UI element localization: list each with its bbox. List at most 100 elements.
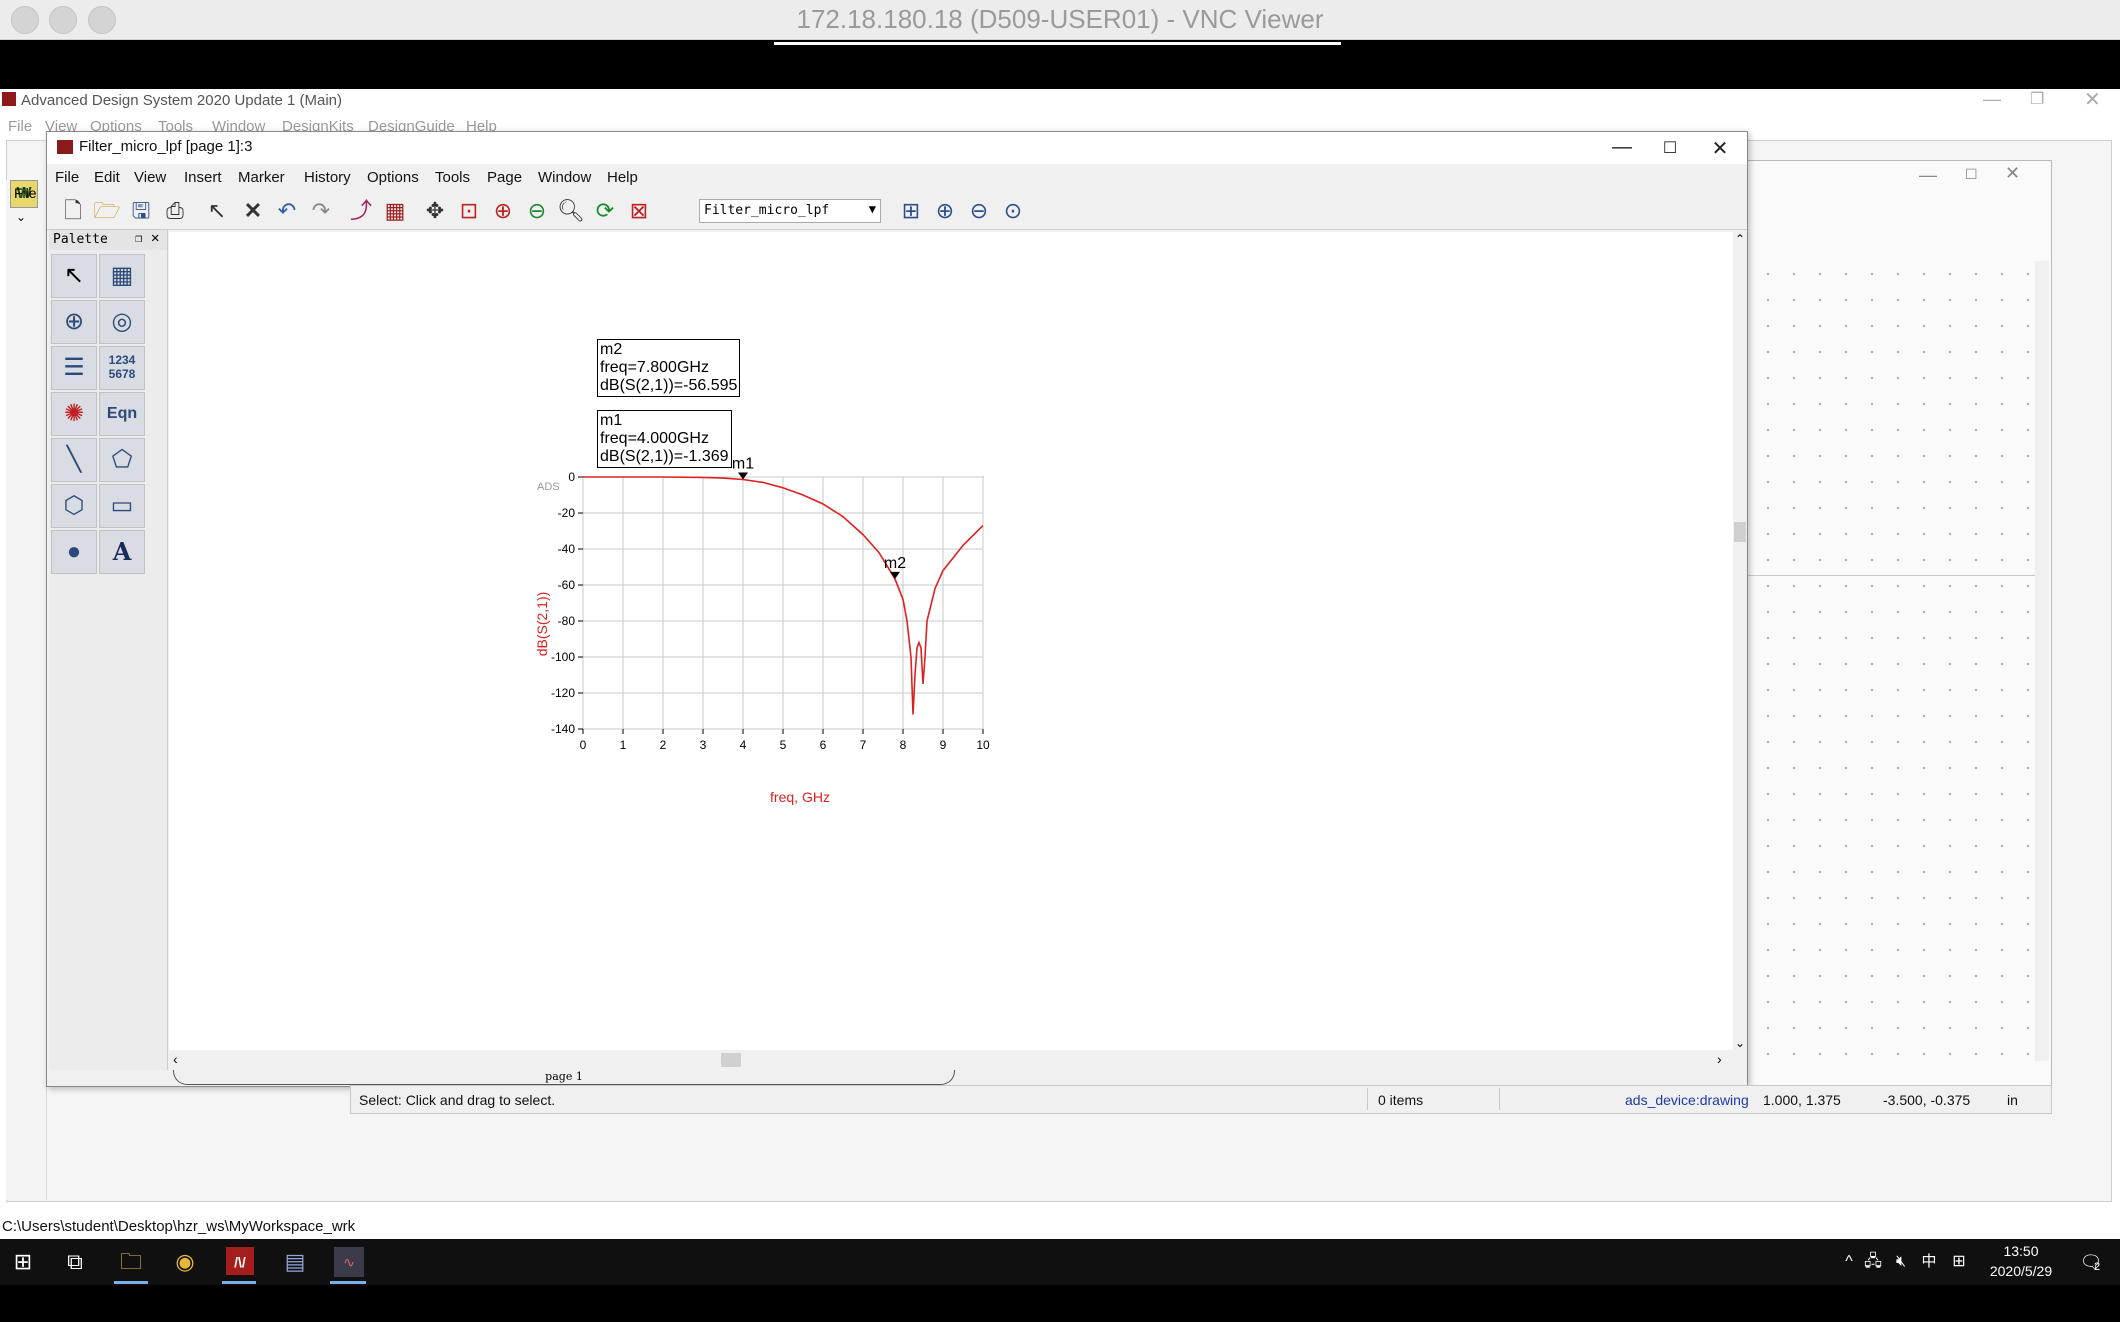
chrome-icon[interactable]: ◉ — [175, 1249, 195, 1274]
zoom-area-icon[interactable]: ⊙ — [1003, 198, 1023, 223]
scroll-right-icon[interactable]: › — [1717, 1051, 1722, 1067]
marker-m1-triangle[interactable] — [738, 472, 748, 480]
taskbar-date[interactable]: 2020/5/29 — [1989, 1263, 2053, 1279]
palette-text-icon[interactable]: A — [99, 530, 145, 574]
palette-close-icon[interactable]: ✕ — [151, 230, 160, 246]
ads-menu-designkits[interactable]: DesignKits — [282, 118, 354, 135]
menu-options[interactable]: Options — [367, 169, 419, 186]
print-icon[interactable]: ⎙ — [166, 198, 184, 223]
canvas-vertical-scrollbar[interactable]: ⌃ ⌄ — [1733, 232, 1747, 1054]
layout-restore-icon[interactable]: ☐ — [1965, 166, 1978, 182]
status-layer[interactable]: ads_device:drawing — [1625, 1092, 1749, 1108]
minimize-window-button[interactable] — [49, 6, 77, 34]
menu-window[interactable]: Window — [538, 169, 592, 186]
menu-insert[interactable]: Insert — [184, 169, 222, 186]
palette-undock-icon[interactable]: ❐ — [135, 231, 143, 245]
palette-antenna-plot-icon[interactable]: ✺ — [51, 392, 97, 436]
menu-help[interactable]: Help — [607, 169, 638, 186]
file-tree-label[interactable]: File — [14, 185, 37, 201]
zoom-in-2x-icon[interactable]: ⊕ — [493, 198, 513, 223]
s21-rectangular-plot[interactable]: 0 1 2 3 4 5 6 7 8 9 10 0 -20 -40 -60 -80 -100 -120 -140 m1… — [527, 452, 1027, 812]
ads-menu-options[interactable]: Options — [90, 118, 142, 135]
open-folder-icon[interactable]: 🗁 — [93, 198, 121, 223]
data-display-canvas[interactable]: m2 freq=7.800GHz dB(S(2,1))=-56.595 m1 f… — [169, 232, 1733, 1054]
s21-trace-line[interactable] — [583, 476, 984, 715]
stop-icon[interactable]: ⊠ — [629, 198, 649, 223]
network-icon[interactable]: 🖧 — [1864, 1253, 1882, 1270]
move-icon[interactable]: ✥ — [425, 198, 445, 223]
menu-history[interactable]: History — [304, 169, 351, 186]
dataset-select[interactable]: Filter_micro_lpf ▼ — [699, 199, 881, 223]
palette-equation-icon[interactable]: Eqn — [99, 392, 145, 436]
new-file-icon[interactable]: 🗋 — [64, 198, 82, 223]
ime-indicator[interactable]: 中 — [1921, 1253, 1937, 1270]
volume-muted-icon[interactable]: 🔇︎ — [1895, 1253, 1907, 1270]
data-display-taskbar-icon[interactable]: ∿ — [334, 1247, 364, 1277]
scroll-up-icon[interactable]: ⌃ — [1735, 232, 1746, 246]
view-all-icon[interactable]: ⊞ — [901, 198, 921, 223]
palette-rectangle-icon[interactable]: ▭ — [99, 484, 145, 528]
zoom-box-icon[interactable]: ⊡ — [459, 198, 479, 223]
marker-m2-label[interactable]: m2 — [884, 555, 906, 572]
dds-minimize-icon[interactable]: — — [1612, 136, 1632, 158]
task-view-icon[interactable]: ⧉ — [67, 1249, 83, 1274]
ads-main-minimize-icon[interactable]: — — [1983, 89, 2001, 109]
chevron-up-icon[interactable]: ^ — [1845, 1253, 1853, 1270]
palette-stacked-plot-icon[interactable]: ☰ — [51, 346, 97, 390]
notification-center-icon[interactable]: 🗨︎ — [2079, 1252, 2103, 1272]
ads-main-close-icon[interactable]: ✕ — [2084, 89, 2101, 111]
ads-main-restore-icon[interactable]: ❐ — [2030, 91, 2045, 108]
marker-m2-triangle[interactable] — [890, 571, 900, 579]
palette-polyline-icon[interactable]: ⬠ — [99, 438, 145, 482]
canvas-horizontal-scrollbar[interactable]: ‹ › — [169, 1050, 1733, 1070]
ads-menu-designguide[interactable]: DesignGuide — [368, 118, 455, 135]
workspace-icon[interactable]: W — [10, 180, 38, 208]
save-icon[interactable]: 🖫 — [131, 198, 151, 223]
marker-m1-readout[interactable]: m1 freq=4.000GHz dB(S(2,1))=-1.369 — [597, 410, 732, 468]
trace-icon[interactable]: ⤴ — [349, 198, 372, 223]
ads-menu-help[interactable]: Help — [466, 118, 497, 135]
scroll-down-icon[interactable]: ⌄ — [1735, 1036, 1746, 1050]
menu-marker[interactable]: Marker — [238, 169, 285, 186]
palette-polar-plot-icon[interactable]: ⊕ — [51, 300, 97, 344]
ads-taskbar-icon[interactable]: /\/ — [226, 1247, 254, 1275]
ads-menu-view[interactable]: View — [45, 118, 78, 135]
file-explorer-icon[interactable]: 🗀 — [119, 1249, 142, 1274]
plot-options-icon[interactable]: ▦ — [384, 198, 406, 223]
horizontal-scroll-thumb[interactable] — [721, 1053, 741, 1067]
chevron-down-icon[interactable]: ⌄ — [16, 210, 27, 224]
vertical-scroll-thumb[interactable] — [1734, 522, 1746, 542]
page-tab[interactable]: page 1 — [173, 1070, 955, 1085]
layout-vertical-scrollbar[interactable] — [2035, 261, 2049, 1061]
dds-maximize-icon[interactable]: ☐ — [1662, 140, 1678, 157]
zoom-out-view-icon[interactable]: ⊖ — [969, 198, 989, 223]
schematic-taskbar-icon[interactable]: ▤ — [284, 1249, 306, 1274]
scroll-left-icon[interactable]: ‹ — [173, 1051, 178, 1067]
palette-pointer-icon[interactable]: ↖ — [51, 254, 97, 298]
ads-menu-tools[interactable]: Tools — [158, 118, 194, 135]
menu-view[interactable]: View — [134, 169, 167, 186]
zoom-out-2x-icon[interactable]: ⊖ — [527, 198, 547, 223]
keyboard-layout-icon[interactable]: ⊞ — [1952, 1253, 1966, 1270]
layout-canvas-grid[interactable] — [1755, 261, 2035, 1061]
undo-icon[interactable]: ↶ — [277, 198, 297, 223]
layout-close-icon[interactable]: ✕ — [2005, 163, 2021, 183]
taskbar-time[interactable]: 13:50 — [2003, 1243, 2039, 1259]
magnify-icon[interactable]: 🔍︎ — [557, 198, 585, 223]
menu-page[interactable]: Page — [487, 169, 523, 186]
marker-m2-readout[interactable]: m2 freq=7.800GHz dB(S(2,1))=-56.595 — [597, 339, 741, 397]
menu-tools[interactable]: Tools — [435, 169, 471, 186]
palette-list-icon[interactable]: 1234 5678 — [99, 346, 145, 390]
ads-menu-file[interactable]: File — [8, 118, 33, 135]
palette-circle-icon[interactable]: ● — [51, 530, 97, 574]
palette-line-icon[interactable]: ╲ — [51, 438, 97, 482]
close-window-button[interactable] — [11, 6, 39, 34]
zoom-in-view-icon[interactable]: ⊕ — [935, 198, 955, 223]
redo-icon[interactable]: ↷ — [311, 198, 331, 223]
palette-rectangular-plot-icon[interactable]: ▦ — [99, 254, 145, 298]
ads-menu-window[interactable]: Window — [212, 118, 266, 135]
select-pointer-icon[interactable]: ↖ — [207, 198, 227, 223]
marker-m1-label[interactable]: m1 — [732, 455, 754, 472]
delete-icon[interactable]: ✕ — [243, 198, 263, 223]
refresh-icon[interactable]: ⟳ — [595, 198, 615, 223]
